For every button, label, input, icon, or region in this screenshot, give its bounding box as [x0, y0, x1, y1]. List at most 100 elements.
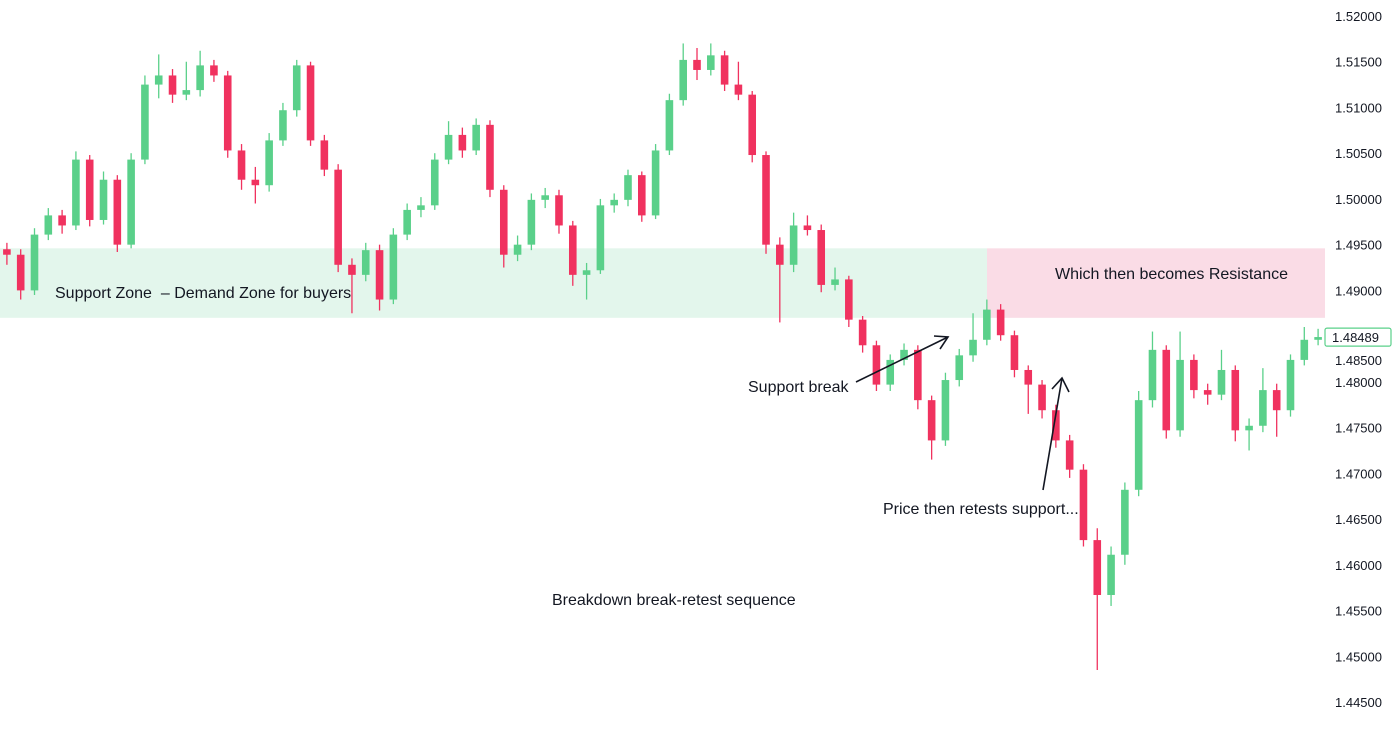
candle	[886, 354, 895, 392]
candle	[182, 61, 191, 101]
candle-body	[1190, 359, 1198, 391]
candle	[44, 208, 53, 241]
candle	[1148, 331, 1157, 408]
candle	[831, 267, 839, 291]
candle-body	[638, 175, 646, 216]
candle	[513, 235, 522, 262]
candle-body	[1024, 369, 1033, 385]
candle	[72, 151, 80, 231]
last-price-label: 1.48489	[1332, 330, 1379, 345]
candle-body	[886, 359, 895, 385]
support-zone-label: Support Zone – Demand Zone for buyers	[55, 285, 351, 302]
candle	[734, 61, 743, 101]
candle-body	[900, 349, 908, 360]
candle	[279, 102, 287, 146]
retest-arrow	[1042, 376, 1070, 491]
candle-body	[1052, 410, 1060, 441]
candle	[1245, 418, 1253, 451]
candle-body	[417, 205, 425, 210]
candle-body	[831, 279, 839, 285]
caption: Breakdown break-retest sequence	[552, 592, 796, 609]
candle	[168, 69, 177, 103]
candle	[348, 258, 356, 314]
candle	[638, 171, 646, 222]
candle	[292, 59, 301, 117]
candle	[1065, 434, 1074, 478]
candle-body	[872, 345, 881, 385]
candle-body	[141, 84, 149, 160]
candle	[665, 93, 674, 156]
y-tick-label: 1.47000	[1335, 466, 1382, 481]
candle-body	[30, 234, 39, 291]
candle-body	[127, 159, 135, 245]
candle-body	[1300, 339, 1309, 360]
candle	[499, 185, 508, 268]
candle-body	[210, 65, 218, 76]
candle-body	[1272, 390, 1281, 411]
candle	[748, 91, 757, 163]
candle	[1286, 354, 1295, 417]
candle	[458, 127, 467, 158]
candle-body	[1148, 349, 1157, 401]
candle	[1176, 331, 1184, 437]
y-tick-label: 1.45500	[1335, 604, 1382, 619]
candle	[85, 155, 94, 227]
candle	[16, 249, 25, 300]
candle-body	[279, 110, 287, 141]
y-tick-label: 1.50000	[1335, 192, 1382, 207]
candle-body	[320, 140, 329, 170]
candle-body	[845, 279, 853, 320]
candle-body	[707, 55, 715, 70]
candle	[30, 228, 39, 295]
candle	[1038, 380, 1046, 419]
candle	[265, 133, 273, 192]
candle	[1010, 330, 1019, 378]
candle	[389, 228, 398, 305]
y-tick-label: 1.45000	[1335, 649, 1382, 664]
candle-body	[1162, 349, 1171, 431]
candle-body	[99, 179, 108, 220]
candle	[154, 54, 163, 99]
candle	[127, 153, 135, 249]
candle	[444, 121, 453, 165]
y-tick-label: 1.49000	[1335, 283, 1382, 298]
y-tick-label: 1.52000	[1335, 9, 1382, 24]
candle	[1134, 391, 1143, 497]
candle-body	[486, 124, 494, 190]
candle-body	[555, 195, 563, 226]
candle-body	[1121, 489, 1129, 555]
candle-body	[541, 195, 549, 200]
candle-body	[596, 205, 605, 271]
candle	[113, 175, 122, 252]
retest-label: Price then retests support...	[883, 501, 1079, 518]
candle-body	[403, 209, 411, 235]
candle	[707, 43, 715, 76]
support-zone	[0, 248, 987, 318]
candle	[306, 61, 315, 146]
candle-body	[720, 55, 729, 85]
candle-body	[582, 270, 591, 275]
last-price-box	[1324, 327, 1392, 347]
candle	[196, 50, 204, 97]
candle	[803, 215, 812, 236]
candle	[568, 220, 577, 286]
candle	[430, 153, 439, 210]
candle-body	[624, 175, 632, 200]
candle	[651, 144, 660, 220]
candle-body	[16, 254, 25, 291]
candle-body	[776, 244, 784, 265]
support-break-arrow	[855, 335, 950, 383]
candle	[1162, 345, 1171, 439]
candle	[472, 118, 480, 156]
candle-body	[789, 225, 798, 265]
candle-body	[941, 380, 950, 441]
candle	[596, 198, 605, 274]
candle	[403, 203, 411, 241]
candle	[927, 395, 936, 460]
candle-body	[72, 159, 80, 226]
candle	[900, 343, 908, 366]
candle-body	[389, 234, 398, 300]
candle	[1203, 383, 1212, 405]
candle	[1079, 464, 1088, 547]
